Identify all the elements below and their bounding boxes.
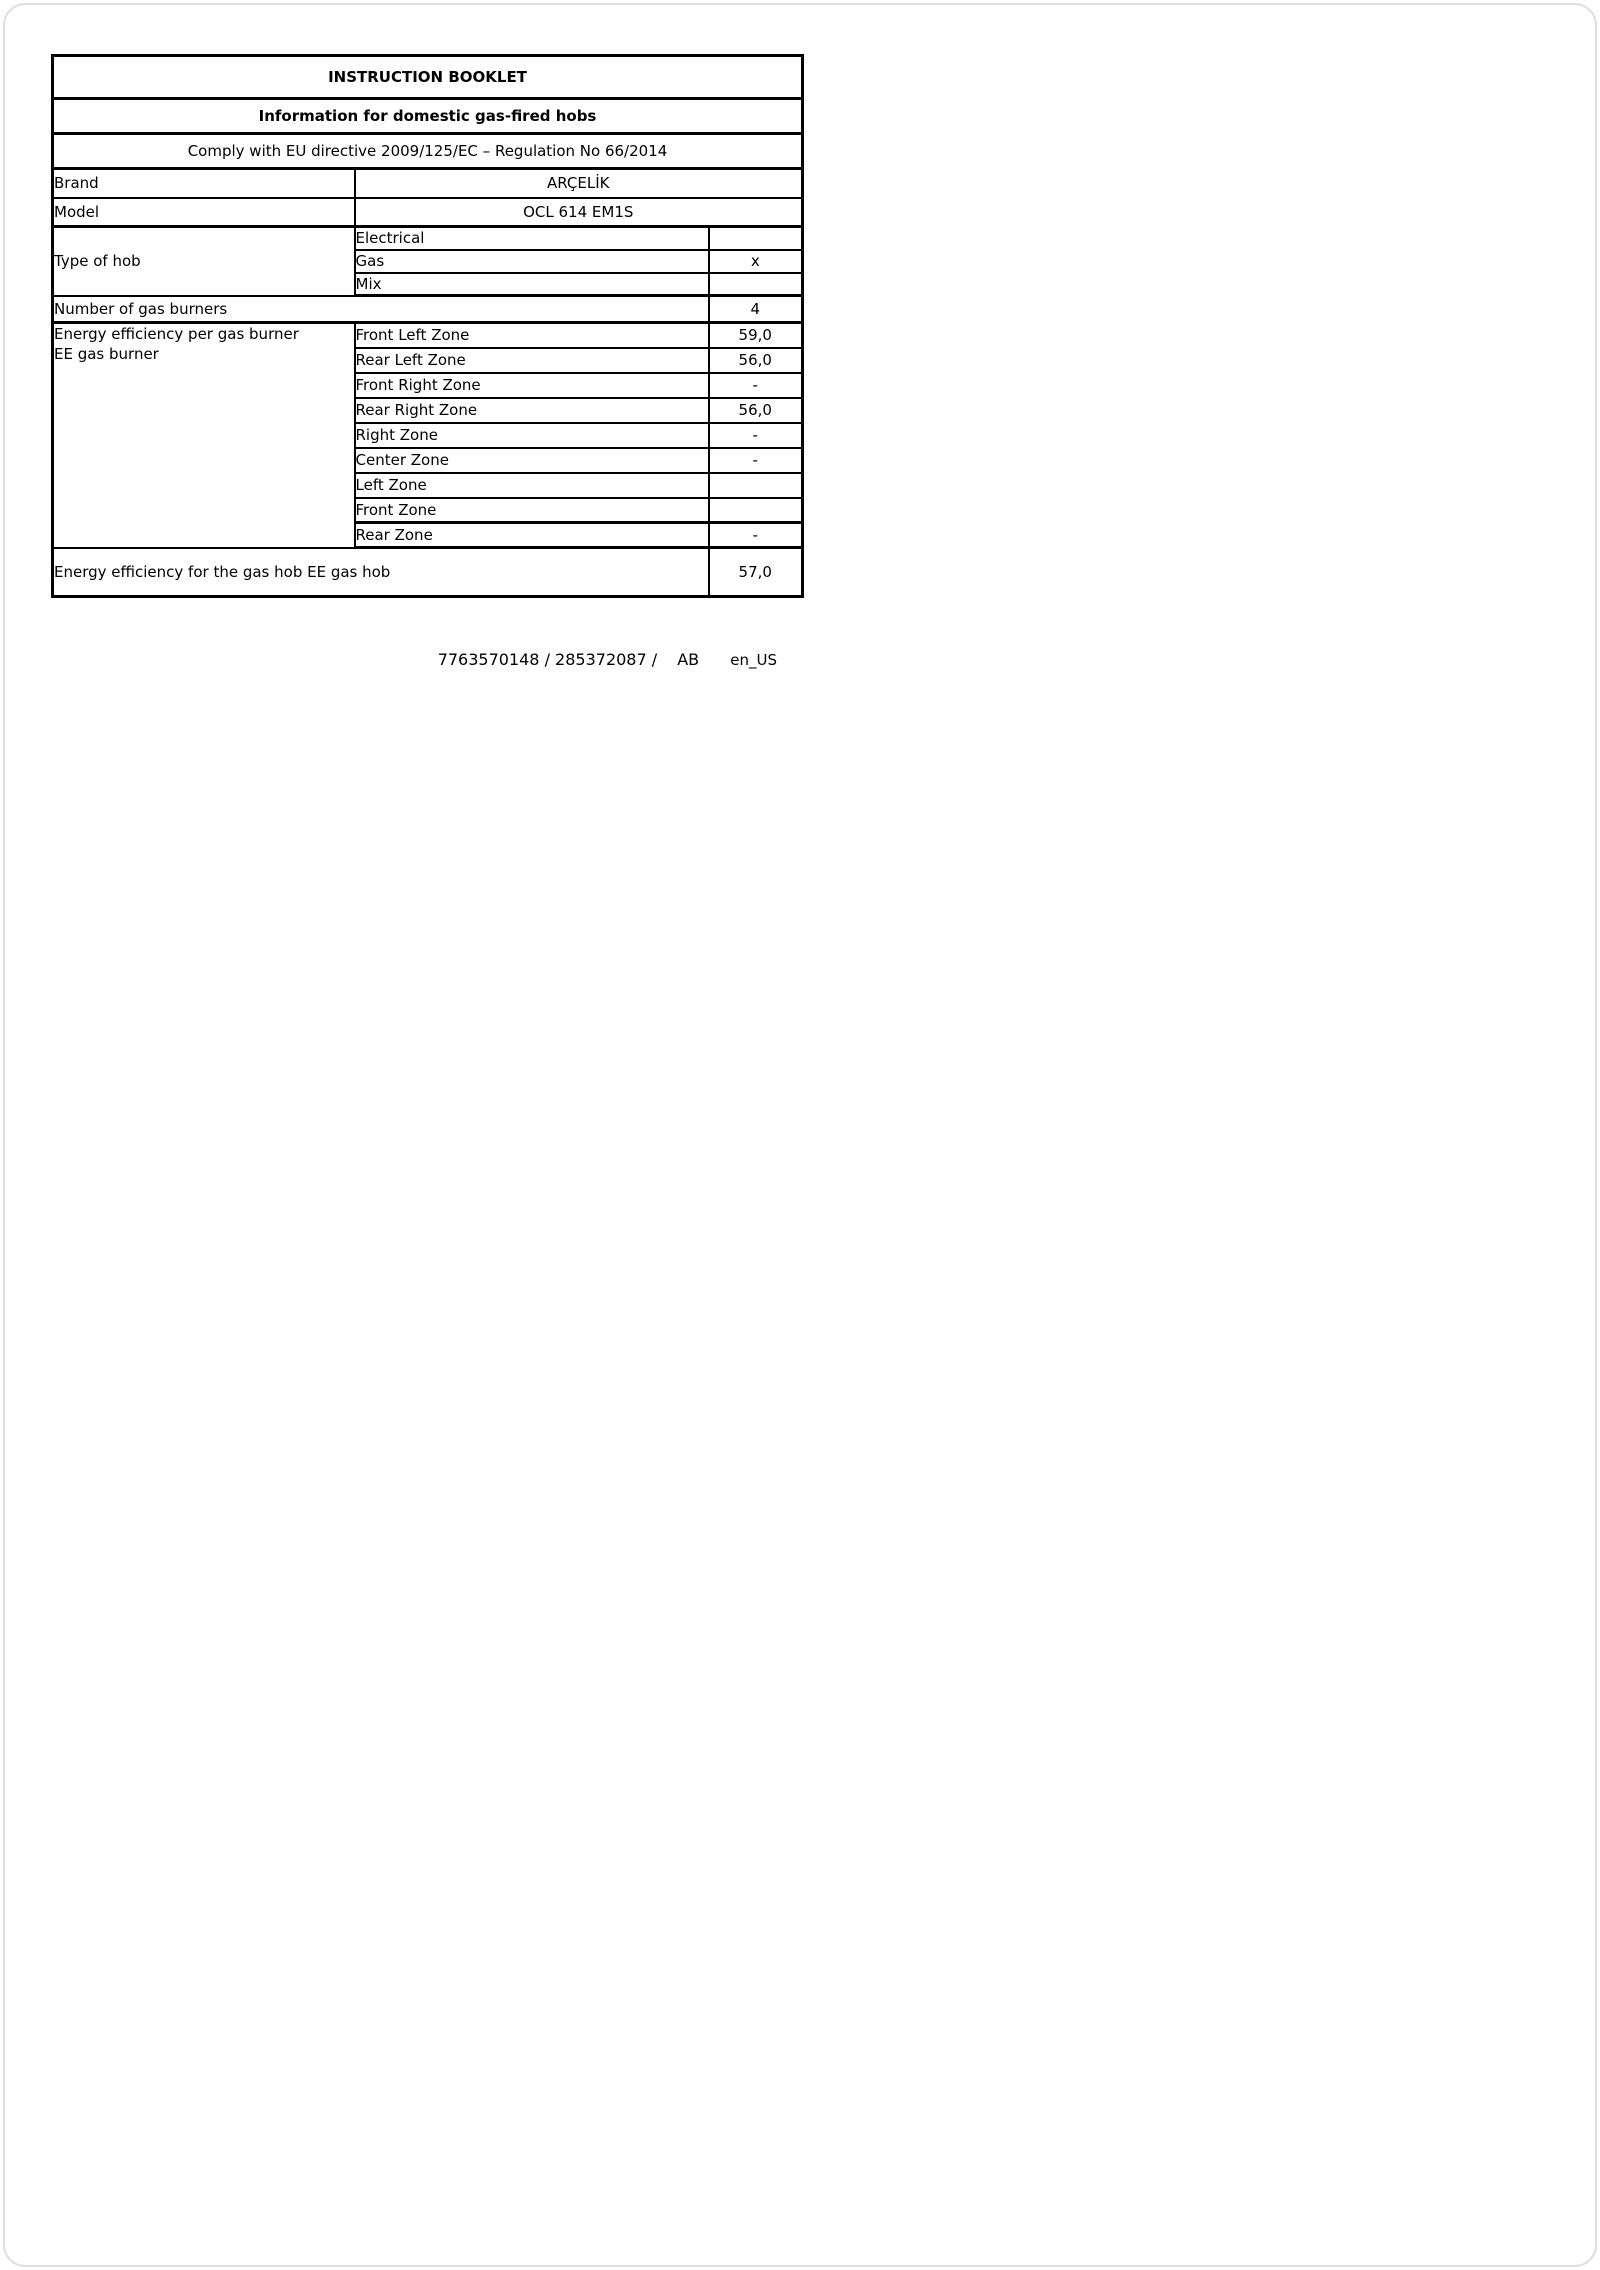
burner-count-value: 4: [707, 294, 804, 324]
zone-value: -: [707, 371, 804, 399]
zone-name: Rear Left Zone: [353, 346, 710, 374]
hob-type-label: Type of hob: [51, 225, 356, 297]
document-codes: 7763570148 / 285372087 /: [437, 650, 658, 669]
hob-efficiency-value: 57,0: [707, 546, 804, 598]
zone-value: [707, 496, 804, 524]
zone-row: Right Zone -: [53, 421, 804, 449]
model-label: Model: [51, 196, 356, 228]
zone-row: Front Right Zone -: [53, 371, 804, 399]
zone-row: Center Zone -: [53, 446, 804, 474]
hob-type-option: Gas: [353, 248, 710, 274]
compliance-row: Comply with EU directive 2009/125/EC – R…: [51, 132, 804, 170]
zone-name: Front Left Zone: [353, 321, 710, 349]
model-row: Model OCL 614 EM1S: [51, 196, 804, 228]
hob-type-option: Mix: [353, 271, 710, 297]
hob-type-row-electrical: Type of hob Electrical: [51, 225, 804, 297]
footer-code-line: 7763570148 / 285372087 / AB en_US: [51, 650, 777, 669]
hob-efficiency-label: Energy efficiency for the gas hob EE gas…: [51, 546, 710, 598]
burner-efficiency-label: Energy efficiency per gas burner EE gas …: [51, 321, 356, 549]
subtitle-row: Information for domestic gas-fired hobs: [51, 97, 804, 135]
burner-efficiency-label-line2: EE gas burner: [54, 345, 159, 363]
page-subtitle: Information for domestic gas-fired hobs: [51, 97, 804, 135]
burner-count-label: Number of gas burners: [51, 294, 710, 324]
zone-name: Center Zone: [353, 446, 710, 474]
hob-type-row-mix: Mix: [53, 271, 804, 297]
burner-count-row: Number of gas burners 4: [51, 294, 804, 324]
hob-efficiency-row: Energy efficiency for the gas hob EE gas…: [51, 546, 804, 598]
zone-value: 56,0: [707, 346, 804, 374]
zone-name: Rear Zone: [353, 521, 710, 549]
compliance-note: Comply with EU directive 2009/125/EC – R…: [51, 132, 804, 170]
zone-value: [707, 471, 804, 499]
brand-value: ARÇELİK: [353, 167, 804, 199]
hob-type-value: x: [707, 248, 804, 274]
zone-name: Front Zone: [353, 496, 710, 524]
zone-name: Front Right Zone: [353, 371, 710, 399]
page-title: INSTRUCTION BOOKLET: [51, 54, 804, 100]
hob-type-value: [707, 225, 804, 251]
zone-name: Rear Right Zone: [353, 396, 710, 424]
model-value: OCL 614 EM1S: [353, 196, 804, 228]
revision-code: AB: [677, 650, 700, 669]
zone-name: Left Zone: [353, 471, 710, 499]
brand-row: Brand ARÇELİK: [51, 167, 804, 199]
hob-type-value: [707, 271, 804, 297]
spec-table: INSTRUCTION BOOKLET Information for dome…: [51, 54, 805, 598]
zone-value: -: [707, 521, 804, 549]
title-row: INSTRUCTION BOOKLET: [51, 54, 804, 100]
zone-row: Rear Zone -: [53, 521, 804, 549]
zone-row: Rear Left Zone 56,0: [53, 346, 804, 374]
zone-row: Rear Right Zone 56,0: [53, 396, 804, 424]
burner-efficiency-label-line1: Energy efficiency per gas burner: [54, 325, 299, 343]
zone-row: Front Zone: [53, 496, 804, 524]
hob-type-option: Electrical: [353, 225, 710, 251]
locale-code: en_US: [730, 651, 777, 669]
zone-row: Energy efficiency per gas burner EE gas …: [51, 321, 804, 549]
zone-row: Left Zone: [53, 471, 804, 499]
zone-name: Right Zone: [353, 421, 710, 449]
hob-type-row-gas: Gas x: [53, 248, 804, 274]
zone-value: 56,0: [707, 396, 804, 424]
zone-value: 59,0: [707, 321, 804, 349]
zone-value: -: [707, 446, 804, 474]
zone-value: -: [707, 421, 804, 449]
brand-label: Brand: [51, 167, 356, 199]
